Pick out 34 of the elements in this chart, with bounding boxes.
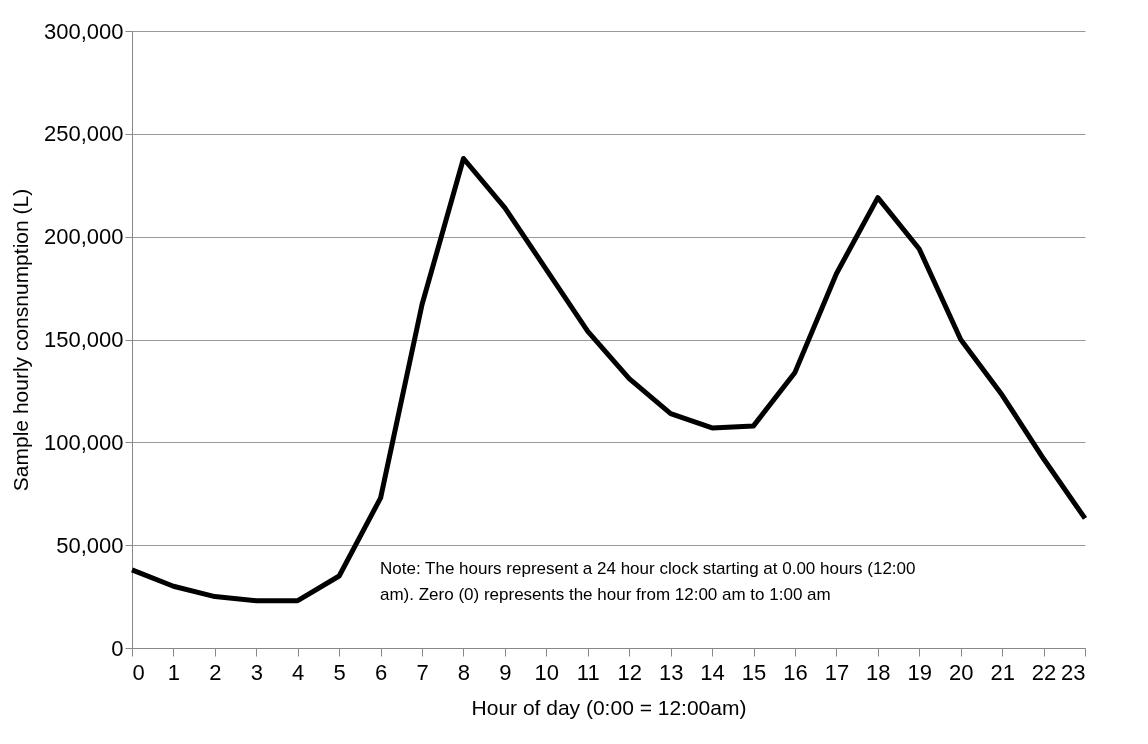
annotation: Note: The hours represent a 24 hour clock starting at 0.00 hours (12:00 am). Zero (0) represents the hour from 12:00 am to 1:00 am [380, 559, 916, 604]
x-tick-label: 11 [576, 659, 600, 685]
x-tick-label: 20 [948, 659, 974, 685]
x-tick-label: 23 [1061, 659, 1086, 685]
y-tick-label: 300,000 [43, 18, 124, 44]
x-tick-label: 6 [374, 659, 388, 685]
x-tick-label: 4 [292, 659, 305, 685]
x-tick-label: 15 [741, 659, 767, 685]
y-tick-label: 50,000 [56, 532, 124, 558]
x-tick-label: 3 [250, 659, 263, 685]
x-tick-label: 12 [617, 659, 642, 685]
x-tick-label: 21 [990, 659, 1015, 685]
x-tick-label: 9 [499, 659, 512, 685]
x-tick-label: 8 [457, 659, 471, 685]
x-tick-label: 1 [167, 659, 181, 685]
x-tick-label: 7 [416, 659, 429, 685]
y-tick-label: 100,000 [43, 429, 124, 455]
x-tick-label: 16 [783, 659, 808, 685]
x-tick-label: 18 [866, 659, 891, 685]
x-tick-label: 14 [700, 659, 725, 685]
y-tick-label: 200,000 [43, 224, 124, 250]
y-tick-label: 150,000 [43, 327, 124, 352]
x-axis-title: Hour of day (0:00 = 12:00am) [471, 695, 747, 719]
x-tick-label: 0 [132, 659, 145, 685]
x-tick-label: 17 [824, 659, 850, 685]
x-tick-label: 2 [209, 659, 222, 685]
x-tick-label: 10 [534, 659, 560, 685]
x-tick-label: 5 [333, 659, 346, 685]
y-tick-label: 0 [111, 635, 124, 661]
x-tick-label: 13 [658, 659, 684, 685]
x-tick-label: 22 [1031, 659, 1057, 685]
y-axis-title: Sample hourly consnumption (L) [8, 188, 32, 492]
x-tick-label: 19 [907, 659, 932, 685]
y-tick-label: 250,000 [43, 121, 124, 147]
